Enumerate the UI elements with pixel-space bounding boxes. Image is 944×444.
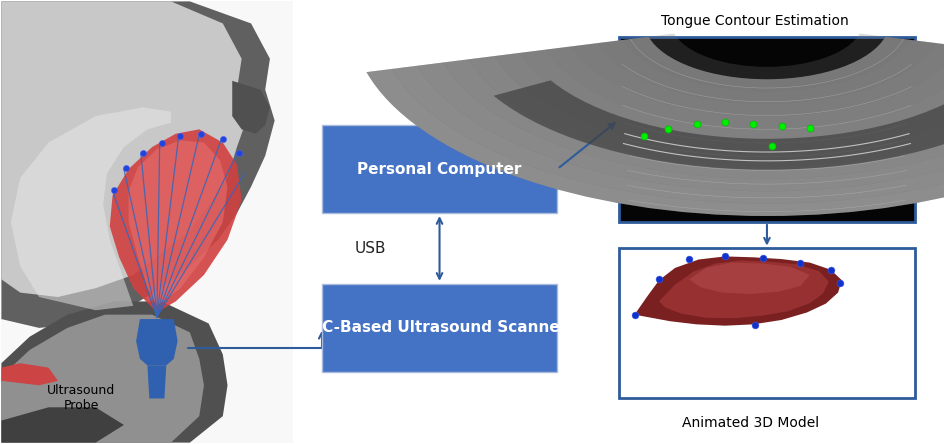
Text: PC-Based Ultrasound Scanner: PC-Based Ultrasound Scanner — [312, 321, 567, 335]
Polygon shape — [128, 140, 228, 306]
Wedge shape — [468, 56, 944, 166]
Polygon shape — [136, 319, 177, 365]
Polygon shape — [232, 81, 270, 134]
Polygon shape — [1, 1, 294, 443]
Wedge shape — [571, 43, 944, 116]
FancyBboxPatch shape — [321, 125, 557, 213]
Polygon shape — [147, 365, 166, 398]
Wedge shape — [392, 66, 944, 203]
Polygon shape — [1, 363, 58, 385]
Polygon shape — [1, 407, 124, 443]
FancyBboxPatch shape — [618, 249, 915, 398]
Wedge shape — [622, 37, 910, 91]
Polygon shape — [688, 262, 809, 294]
Polygon shape — [1, 315, 204, 443]
Polygon shape — [1, 301, 228, 443]
FancyBboxPatch shape — [618, 37, 915, 222]
Wedge shape — [366, 69, 944, 216]
Wedge shape — [417, 63, 944, 191]
Polygon shape — [1, 1, 246, 297]
Text: Ultrasound
Probe: Ultrasound Probe — [47, 385, 115, 412]
Wedge shape — [520, 50, 944, 141]
Polygon shape — [10, 107, 171, 310]
Polygon shape — [633, 257, 841, 326]
Polygon shape — [658, 260, 828, 318]
Wedge shape — [443, 59, 944, 178]
Wedge shape — [366, 37, 944, 216]
Wedge shape — [546, 46, 944, 129]
Wedge shape — [648, 33, 885, 79]
Text: Animated 3D Model: Animated 3D Model — [682, 416, 818, 430]
Wedge shape — [597, 40, 936, 104]
Text: Personal Computer: Personal Computer — [357, 162, 521, 177]
Text: USB: USB — [354, 241, 386, 256]
Text: Tongue Contour Estimation: Tongue Contour Estimation — [661, 14, 848, 28]
Wedge shape — [493, 80, 944, 170]
FancyBboxPatch shape — [321, 284, 557, 372]
Wedge shape — [495, 53, 944, 154]
Polygon shape — [110, 129, 242, 313]
Polygon shape — [1, 1, 275, 328]
